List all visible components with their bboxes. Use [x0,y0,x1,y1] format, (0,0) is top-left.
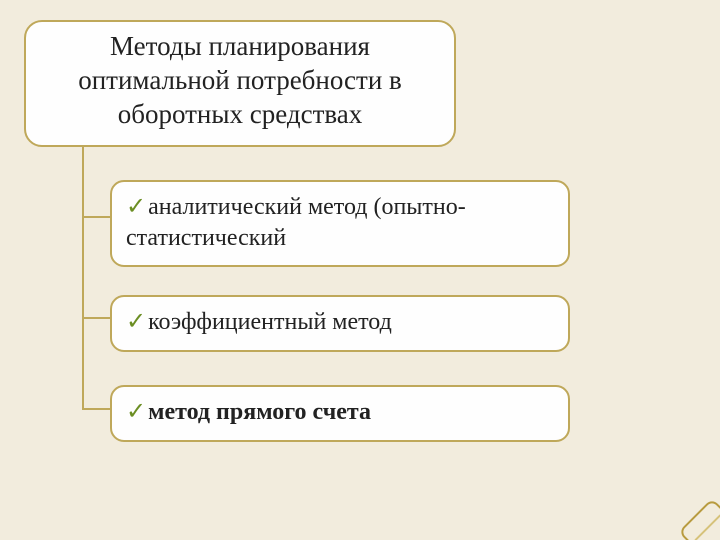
connector-trunk [82,135,84,408]
root-label: Методы планирования оптимальной потребно… [78,31,402,129]
child-label: аналитический метод (опытно-статистическ… [126,194,466,251]
child-node: ✓коэффициентный метод [110,295,570,352]
check-icon: ✓ [126,398,146,425]
diagram-canvas: Методы планирования оптимальной потребно… [0,0,720,540]
connector-branch [82,216,110,218]
connector-branch [82,317,110,319]
root-node: Методы планирования оптимальной потребно… [24,20,456,147]
corner-decoration [670,490,720,540]
child-node: ✓аналитический метод (опытно-статистичес… [110,180,570,267]
child-label: коэффициентный метод [148,309,392,335]
child-node: ✓метод прямого счета [110,385,570,442]
connector-branch [82,408,110,410]
child-label: метод прямого счета [148,399,371,425]
check-icon: ✓ [126,308,146,335]
check-icon: ✓ [126,193,146,220]
